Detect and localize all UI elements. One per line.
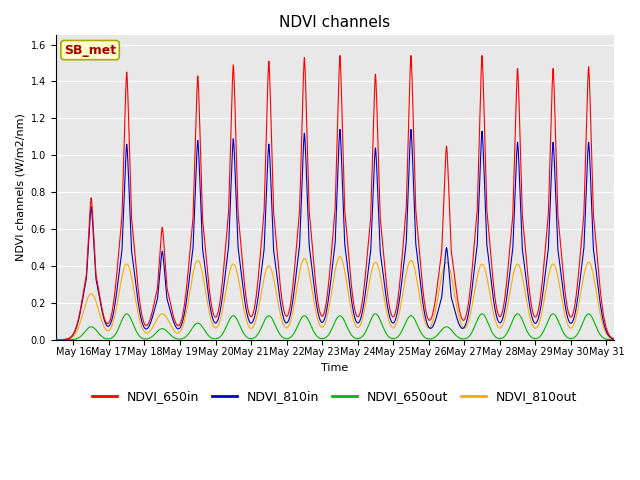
Legend: NDVI_650in, NDVI_810in, NDVI_650out, NDVI_810out: NDVI_650in, NDVI_810in, NDVI_650out, NDV… bbox=[87, 385, 582, 408]
Text: SB_met: SB_met bbox=[64, 44, 116, 57]
Y-axis label: NDVI channels (W/m2/nm): NDVI channels (W/m2/nm) bbox=[15, 114, 25, 262]
X-axis label: Time: Time bbox=[321, 363, 348, 373]
Title: NDVI channels: NDVI channels bbox=[279, 15, 390, 30]
